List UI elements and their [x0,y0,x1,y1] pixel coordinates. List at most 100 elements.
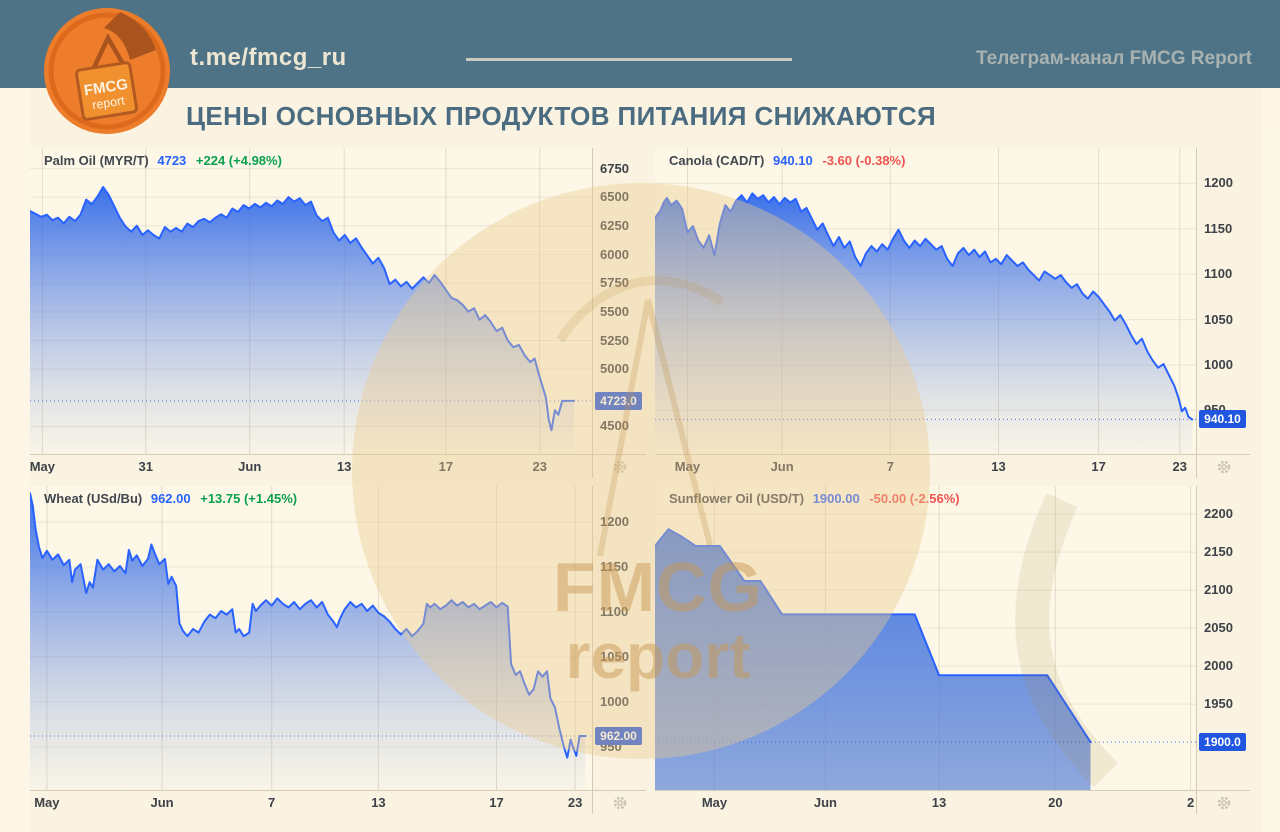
axis-settings-corner[interactable] [592,790,646,814]
chart-plot-area[interactable]: Canola (CAD/T) 940.10 -3.60 (-0.38%) [655,148,1196,454]
time-axis[interactable]: May Jun 7 13 17 23 [655,454,1196,478]
chart-panel-sunflower-oil: Sunflower Oil (USD/T) 1900.00 -50.00 (-2… [655,486,1250,814]
header-bar: t.me/fmcg_ru Телеграм-канал FMCG Report [0,0,1280,88]
x-axis-tick: 20 [1048,795,1063,810]
chart-legend: Sunflower Oil (USD/T) 1900.00 -50.00 (-2… [669,491,960,506]
axis-settings-corner[interactable] [1196,790,1250,814]
x-axis-tick: Jun [238,459,262,474]
x-axis-tick: May [674,459,701,474]
last-price-tag: 962.00 [595,727,642,746]
symbol-change: +13.75 (+1.45%) [200,491,298,506]
hand-icon [104,12,156,60]
y-axis-tick: 6750 [600,160,629,176]
axis-settings-corner[interactable] [1196,454,1250,478]
symbol-last-value: 1900.00 [812,491,860,506]
y-axis-tick: 1150 [1204,220,1233,236]
x-axis-tick: 17 [489,795,504,810]
x-axis-tick: Jun [770,459,794,474]
x-axis-tick: 17 [438,459,454,474]
chart-plot-area[interactable]: Wheat (USd/Bu) 962.00 +13.75 (+1.45%) [30,486,592,790]
price-axis[interactable]: 2200 2150 2100 2050 2000 1950 1900.0 [1196,486,1250,790]
x-axis-tick: 13 [336,459,352,474]
time-axis[interactable]: May Jun 7 13 17 23 [30,790,592,814]
symbol-last-value: 4723 [157,153,187,168]
chart-legend: Canola (CAD/T) 940.10 -3.60 (-0.38%) [669,153,905,168]
svg-text:FMCG: FMCG [83,76,129,100]
svg-text:report: report [91,93,126,112]
settings-gear-icon[interactable] [613,460,627,474]
x-axis-tick: 7 [886,459,894,474]
axis-settings-corner[interactable] [592,454,646,478]
y-axis-tick: 4500 [600,418,629,434]
settings-gear-icon[interactable] [613,796,627,810]
x-axis-tick: 23 [1172,459,1187,474]
price-axis[interactable]: 1200 1150 1100 1050 1000 950 962.00 [592,486,646,790]
channel-link[interactable]: t.me/fmcg_ru [190,44,347,71]
y-axis-tick: 1050 [1204,311,1233,327]
symbol-name: Canola (CAD/T) [669,153,765,168]
y-axis-tick: 6500 [600,189,629,205]
symbol-last-value: 962.00 [150,491,191,506]
x-axis-tick: 2 [1186,795,1195,810]
price-area-series [655,148,1196,454]
symbol-name: Wheat (USd/Bu) [44,491,143,506]
x-axis-tick: May [29,459,56,474]
y-axis-tick: 1000 [600,693,629,709]
chart-plot-area[interactable]: Sunflower Oil (USD/T) 1900.00 -50.00 (-2… [655,486,1196,790]
x-axis-tick: 7 [268,795,276,810]
x-axis-tick: 23 [532,459,547,474]
price-axis[interactable]: 6750 6500 6250 6000 5750 5500 5250 5000 4500 4723… [592,148,646,454]
y-axis-tick: 1000 [1204,357,1233,372]
fmcg-report-logo: FMCG report [44,8,170,134]
channel-caption: Телеграм-канал FMCG Report [976,48,1252,69]
y-axis-tick: 2150 [1204,544,1233,560]
symbol-change: -3.60 (-0.38%) [822,153,906,168]
y-axis-tick: 6250 [600,217,629,233]
symbol-change: -50.00 (-2.56%) [869,491,960,506]
symbol-name: Sunflower Oil (USD/T) [669,491,805,506]
y-axis-tick: 1950 [1204,696,1233,712]
symbol-last-value: 940.10 [772,153,813,168]
last-price-tag: 1900.0 [1199,733,1246,752]
y-axis-tick: 1050 [600,648,629,664]
x-axis-tick: 13 [931,795,947,810]
chart-panel-wheat: Wheat (USd/Bu) 962.00 +13.75 (+1.45%) 12… [30,486,646,814]
time-axis[interactable]: May Jun 13 20 2 [655,790,1196,814]
price-area-series [655,486,1196,790]
y-axis-tick: 1200 [600,513,629,529]
price-area-series [30,148,592,454]
x-axis-tick: May [701,795,728,810]
x-axis-tick: Jun [813,795,837,810]
y-axis-tick: 5000 [600,361,629,377]
y-axis-tick: 1150 [600,558,629,574]
price-area-series [30,486,592,790]
y-axis-tick: 1100 [600,603,629,619]
settings-gear-icon[interactable] [1217,460,1231,474]
chart-legend: Palm Oil (MYR/T) 4723 +224 (+4.98%) [44,153,282,168]
settings-gear-icon[interactable] [1217,796,1231,810]
right-page-edge [1262,88,1280,832]
y-axis-tick: 5250 [600,332,629,348]
chart-plot-area[interactable]: Palm Oil (MYR/T) 4723 +224 (+4.98%) [30,148,592,454]
chart-panel-palm-oil: Palm Oil (MYR/T) 4723 +224 (+4.98%) 6750… [30,148,646,478]
x-axis-tick: 13 [991,459,1006,474]
y-axis-tick: 2100 [1204,582,1233,598]
y-axis-tick: 2050 [1204,620,1233,636]
header-divider-line [466,58,792,61]
chart-legend: Wheat (USd/Bu) 962.00 +13.75 (+1.45%) [44,491,297,506]
price-axis[interactable]: 12001150110010501000950940.10 [1196,148,1250,454]
x-axis-tick: 31 [138,459,153,474]
y-axis-tick: 2200 [1204,506,1233,522]
x-axis-tick: Jun [150,795,174,810]
x-axis-tick: 23 [567,795,583,810]
x-axis-tick: 17 [1091,459,1106,474]
left-page-edge [0,88,30,832]
symbol-change: +224 (+4.98%) [195,153,282,168]
last-price-tag: 940.10 [1199,410,1246,429]
time-axis[interactable]: May 31 Jun 13 17 23 [30,454,592,478]
x-axis-tick: 13 [371,795,386,810]
y-axis-tick: 5750 [600,275,629,291]
symbol-name: Palm Oil (MYR/T) [44,153,149,168]
y-axis-tick: 6000 [600,246,629,262]
y-axis-tick: 5500 [600,303,629,319]
